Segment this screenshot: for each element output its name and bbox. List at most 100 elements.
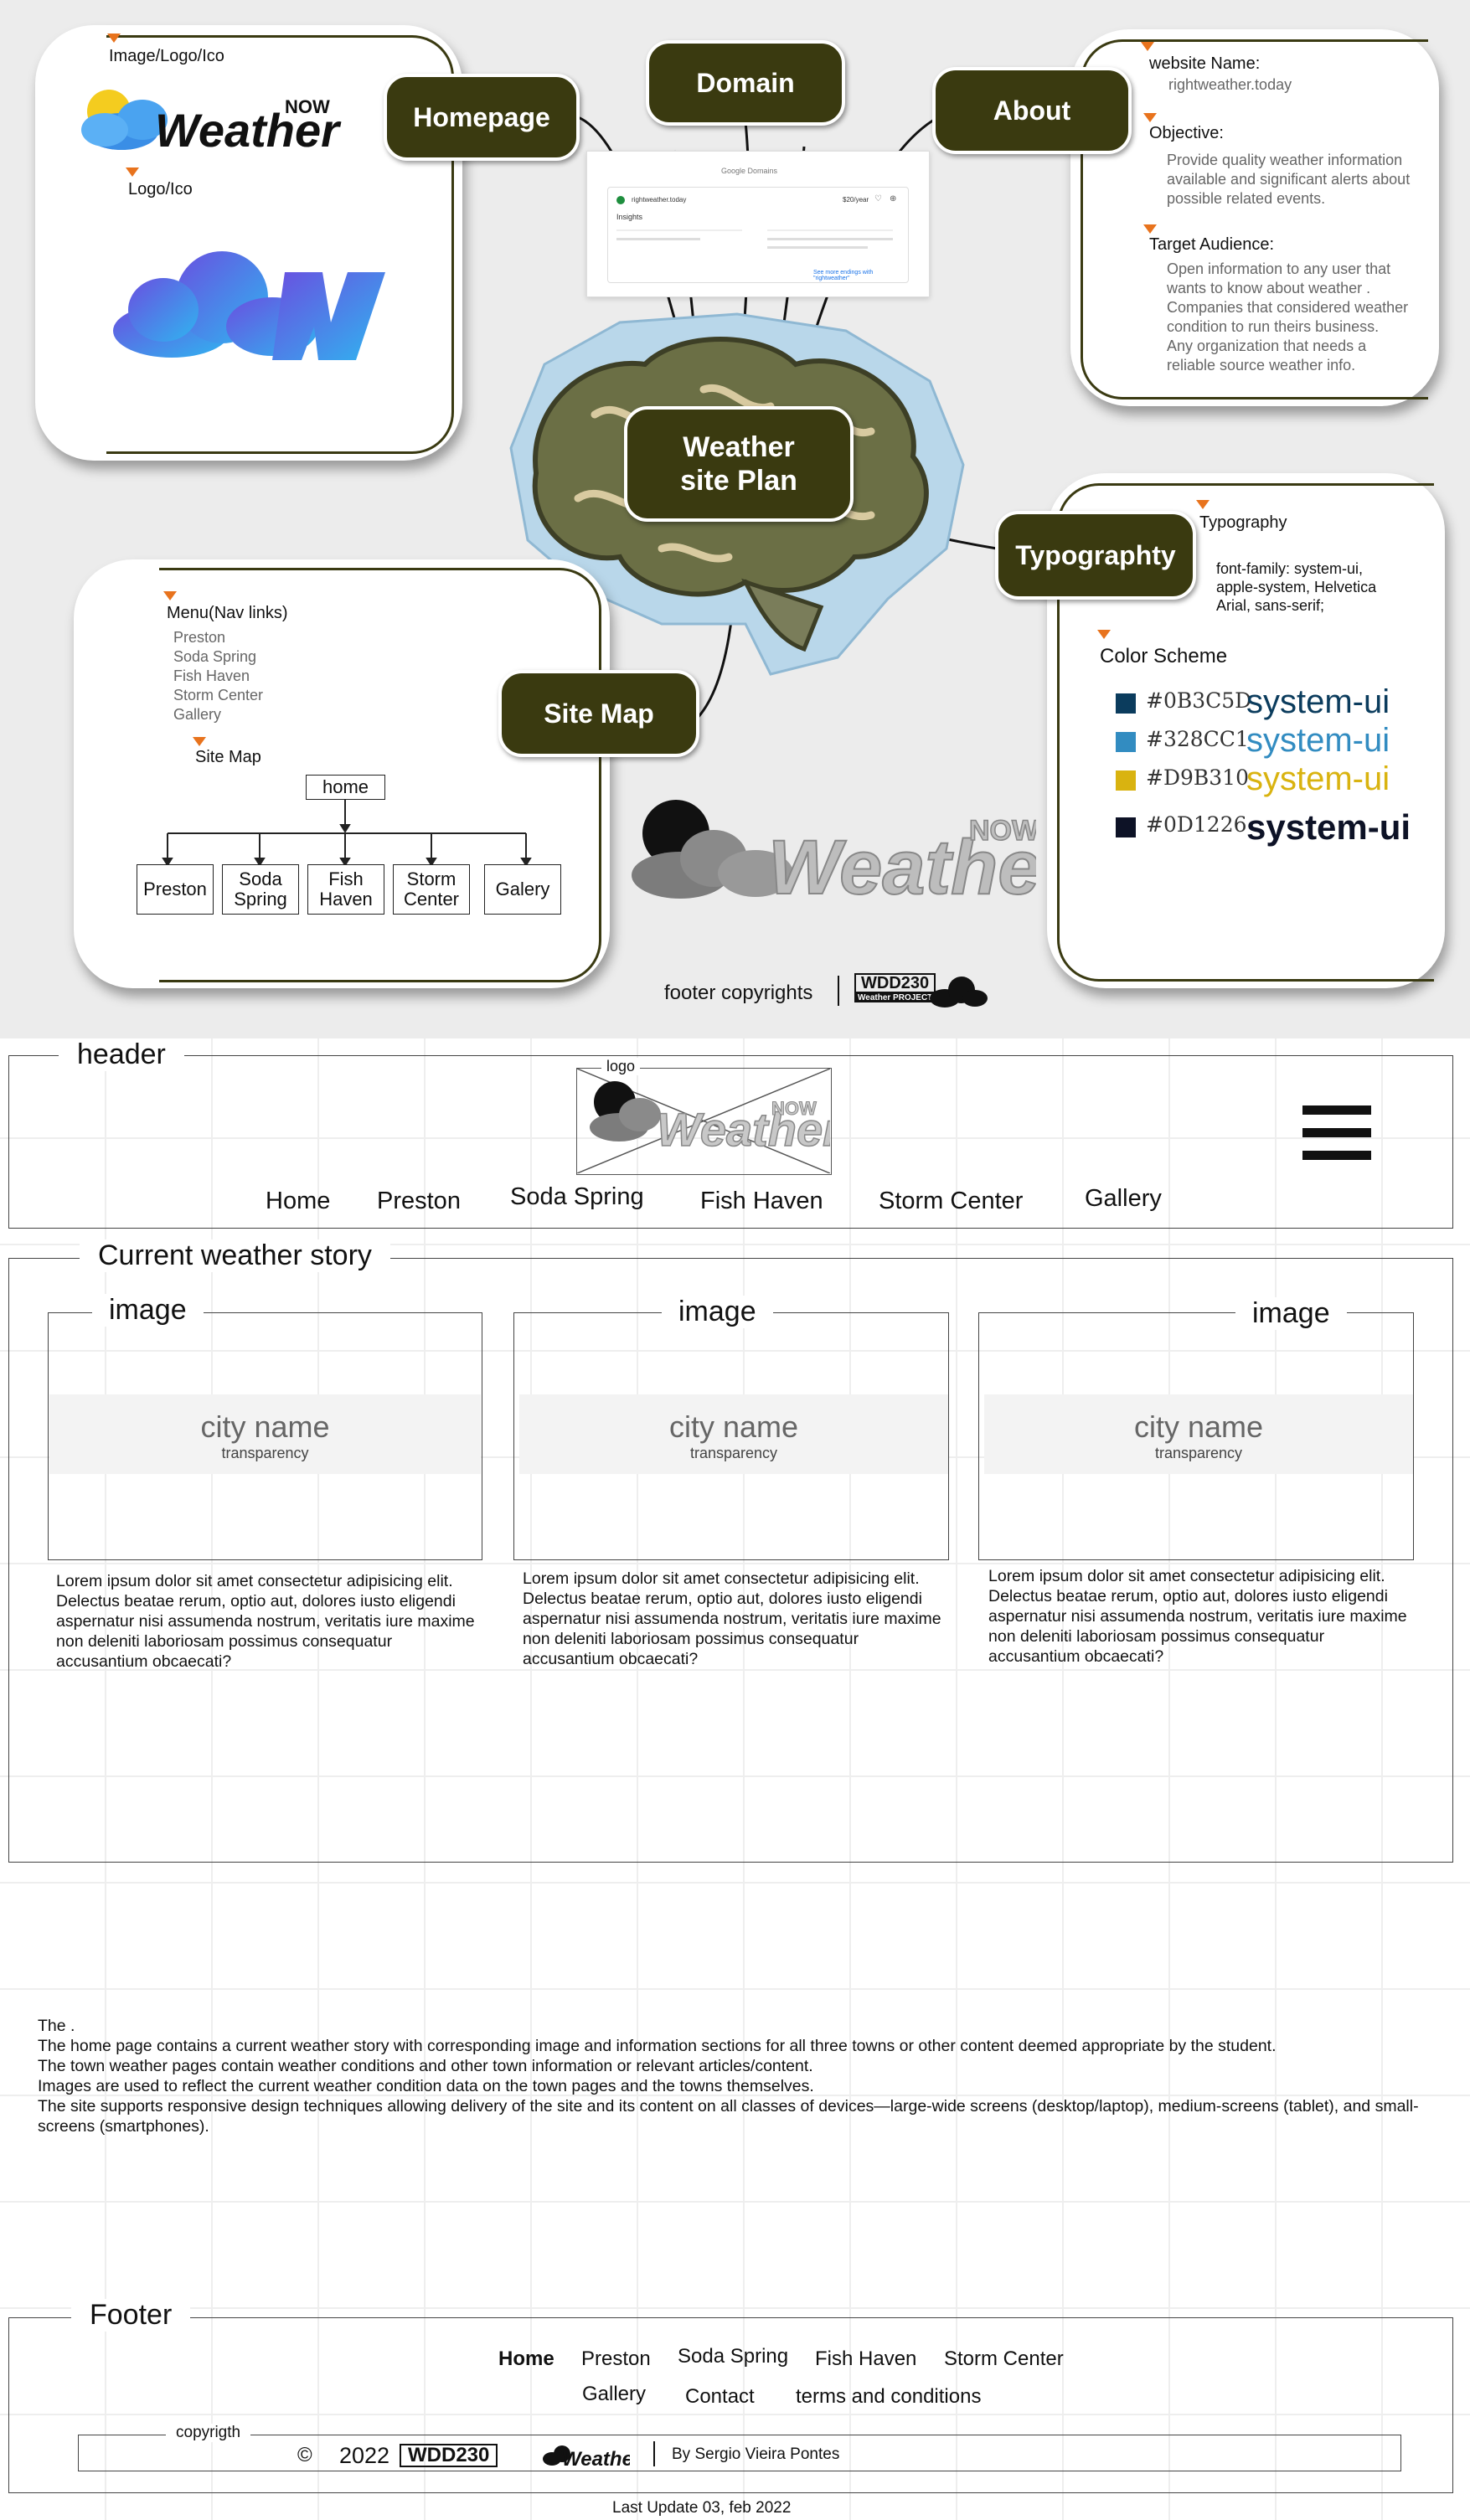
target-audience-text: Open information to any user that wants … [1167, 260, 1409, 374]
footer-link-terms[interactable]: terms and conditions [796, 2385, 982, 2408]
card-frame [1081, 39, 1428, 399]
objective-text: Provide quality weather information avai… [1167, 152, 1411, 207]
heart-icon[interactable]: ♡ [874, 194, 882, 204]
typography-label: Typography [1199, 513, 1287, 532]
bullet-icon [1141, 42, 1154, 51]
logo-now: NOW [771, 1098, 817, 1119]
color-swatch [1116, 732, 1136, 752]
header-wireframe [8, 1055, 1453, 1229]
google-domains-brand: Google Domains [721, 167, 778, 175]
divider [616, 229, 742, 231]
divider [653, 2441, 655, 2466]
node-sitemap: Site Map [498, 670, 699, 757]
site-map-label: Site Map [195, 748, 261, 766]
footer-link-fish-haven[interactable]: Fish Haven [815, 2347, 917, 2370]
color-hex-label: #0D1226 [1146, 812, 1247, 837]
copyright-year: 2022 [339, 2443, 390, 2468]
transparency-note: transparency [689, 1445, 778, 1461]
domain-screenshot: Google Domains rightweather.today $20/ye… [586, 151, 930, 297]
card-frame [1057, 483, 1434, 982]
logo-wordmark: Weather [562, 2448, 630, 2469]
divider [767, 229, 893, 231]
sitemap-tree-lines [162, 800, 532, 867]
about-card [1070, 29, 1439, 406]
footer-link-contact[interactable]: Contact [685, 2385, 755, 2408]
cart-icon[interactable]: ⊕ [890, 194, 897, 204]
footer-link-storm-center[interactable]: Storm Center [944, 2347, 1064, 2370]
sitemap-card [74, 559, 610, 988]
placeholder-cross: Weather NOW [577, 1069, 830, 1173]
check-icon [616, 196, 625, 204]
sitemap-child: Preston [137, 864, 214, 915]
bullet-icon [163, 591, 177, 600]
color-hex-label: #D9B310 [1146, 765, 1249, 790]
nav-gallery[interactable]: Gallery [1085, 1185, 1162, 1212]
nav-storm-center[interactable]: Storm Center [879, 1188, 1024, 1214]
city-name: city name [200, 1409, 330, 1444]
weather-icon-large [113, 251, 385, 360]
color-sample-text: system-ui [1246, 683, 1390, 720]
bullet-icon [1143, 224, 1157, 234]
text-line [767, 238, 893, 240]
story-text-2: Lorem ipsum dolor sit amet consectetur a… [523, 1569, 941, 1668]
bullet-icon [1097, 630, 1111, 639]
image-legend: image [662, 1296, 773, 1328]
logo-wordmark: Weather [155, 104, 342, 155]
project-label: Weather PROJECT [854, 993, 936, 1002]
color-hex-label: #328CC1 [1146, 727, 1249, 751]
color-sample-text: system-ui [1246, 807, 1411, 847]
color-swatch [1116, 693, 1136, 714]
bullet-icon [107, 33, 121, 43]
target-audience-label: Target Audience: [1149, 235, 1274, 254]
menu-items: Preston Soda Spring Fish Haven Storm Cen… [173, 629, 264, 723]
website-name-label: website Name: [1149, 54, 1261, 73]
footer-link-gallery[interactable]: Gallery [582, 2383, 647, 2405]
wdd-footer-badge: WDD230 Weather [400, 2442, 630, 2469]
transparency-note: transparency [221, 1445, 309, 1461]
nav-home[interactable]: Home [266, 1188, 331, 1214]
footer-link-soda-spring[interactable]: Soda Spring [678, 2345, 789, 2368]
domain-panel: rightweather.today $20/year ♡ ⊕ Insights… [607, 187, 909, 283]
story-legend: Current weather story [80, 1239, 390, 1272]
menu-label: Menu(Nav links) [167, 604, 288, 622]
logo-now: NOW [285, 96, 330, 117]
node-homepage: Homepage [384, 74, 580, 161]
copyright-symbol: © [297, 2444, 312, 2466]
image-legend: image [92, 1294, 204, 1327]
hamburger-menu-icon[interactable] [1302, 1105, 1371, 1164]
see-more-link[interactable]: See more endings with "rightweather" [813, 270, 874, 281]
image-placeholder-3 [978, 1312, 1414, 1560]
footer-wireframe [8, 2317, 1453, 2493]
city-band: city name transparency [519, 1394, 948, 1474]
logo-wordmark: Weather [768, 825, 1036, 900]
footer-logo: Weather [543, 2445, 630, 2469]
logo-now: NOW [969, 815, 1036, 847]
nav-fish-haven[interactable]: Fish Haven [700, 1188, 823, 1214]
footer-link-preston[interactable]: Preston [581, 2347, 651, 2370]
node-typography: Typographty [995, 511, 1196, 600]
font-family-text: font-family: system-ui, apple-system, He… [1216, 560, 1377, 614]
requirements-notes: The . The home page contains a current w… [38, 2017, 1419, 2136]
author: By Sergio Vieira Pontes [672, 2445, 840, 2463]
wdd-badge: WDD230 Weather PROJECT [854, 973, 988, 1010]
weather-logo-gray: Weather NOW [632, 800, 1036, 900]
logo-label: logo [601, 1058, 641, 1075]
nav-soda-spring[interactable]: Soda Spring [510, 1183, 644, 1210]
color-hex-label: #0B3C5D [1146, 688, 1252, 713]
objective-label: Objective: [1149, 124, 1224, 142]
image-logo-label: Image/Logo/Ico [109, 47, 224, 65]
text-line [616, 238, 700, 240]
card-frame [159, 568, 601, 982]
sitemap-child: Storm Center [393, 864, 470, 915]
bullet-icon [126, 167, 139, 177]
header-legend: header [59, 1038, 184, 1071]
transparency-note: transparency [1154, 1445, 1243, 1461]
logo-placeholder: Weather NOW [576, 1068, 832, 1175]
nav-preston[interactable]: Preston [377, 1188, 461, 1214]
footer-link-home[interactable]: Home [498, 2347, 554, 2370]
bullet-icon [1143, 113, 1157, 122]
node-domain: Domain [646, 40, 845, 126]
divider [838, 976, 839, 1006]
bullet-icon [1196, 500, 1210, 509]
bullet-icon [193, 737, 206, 746]
